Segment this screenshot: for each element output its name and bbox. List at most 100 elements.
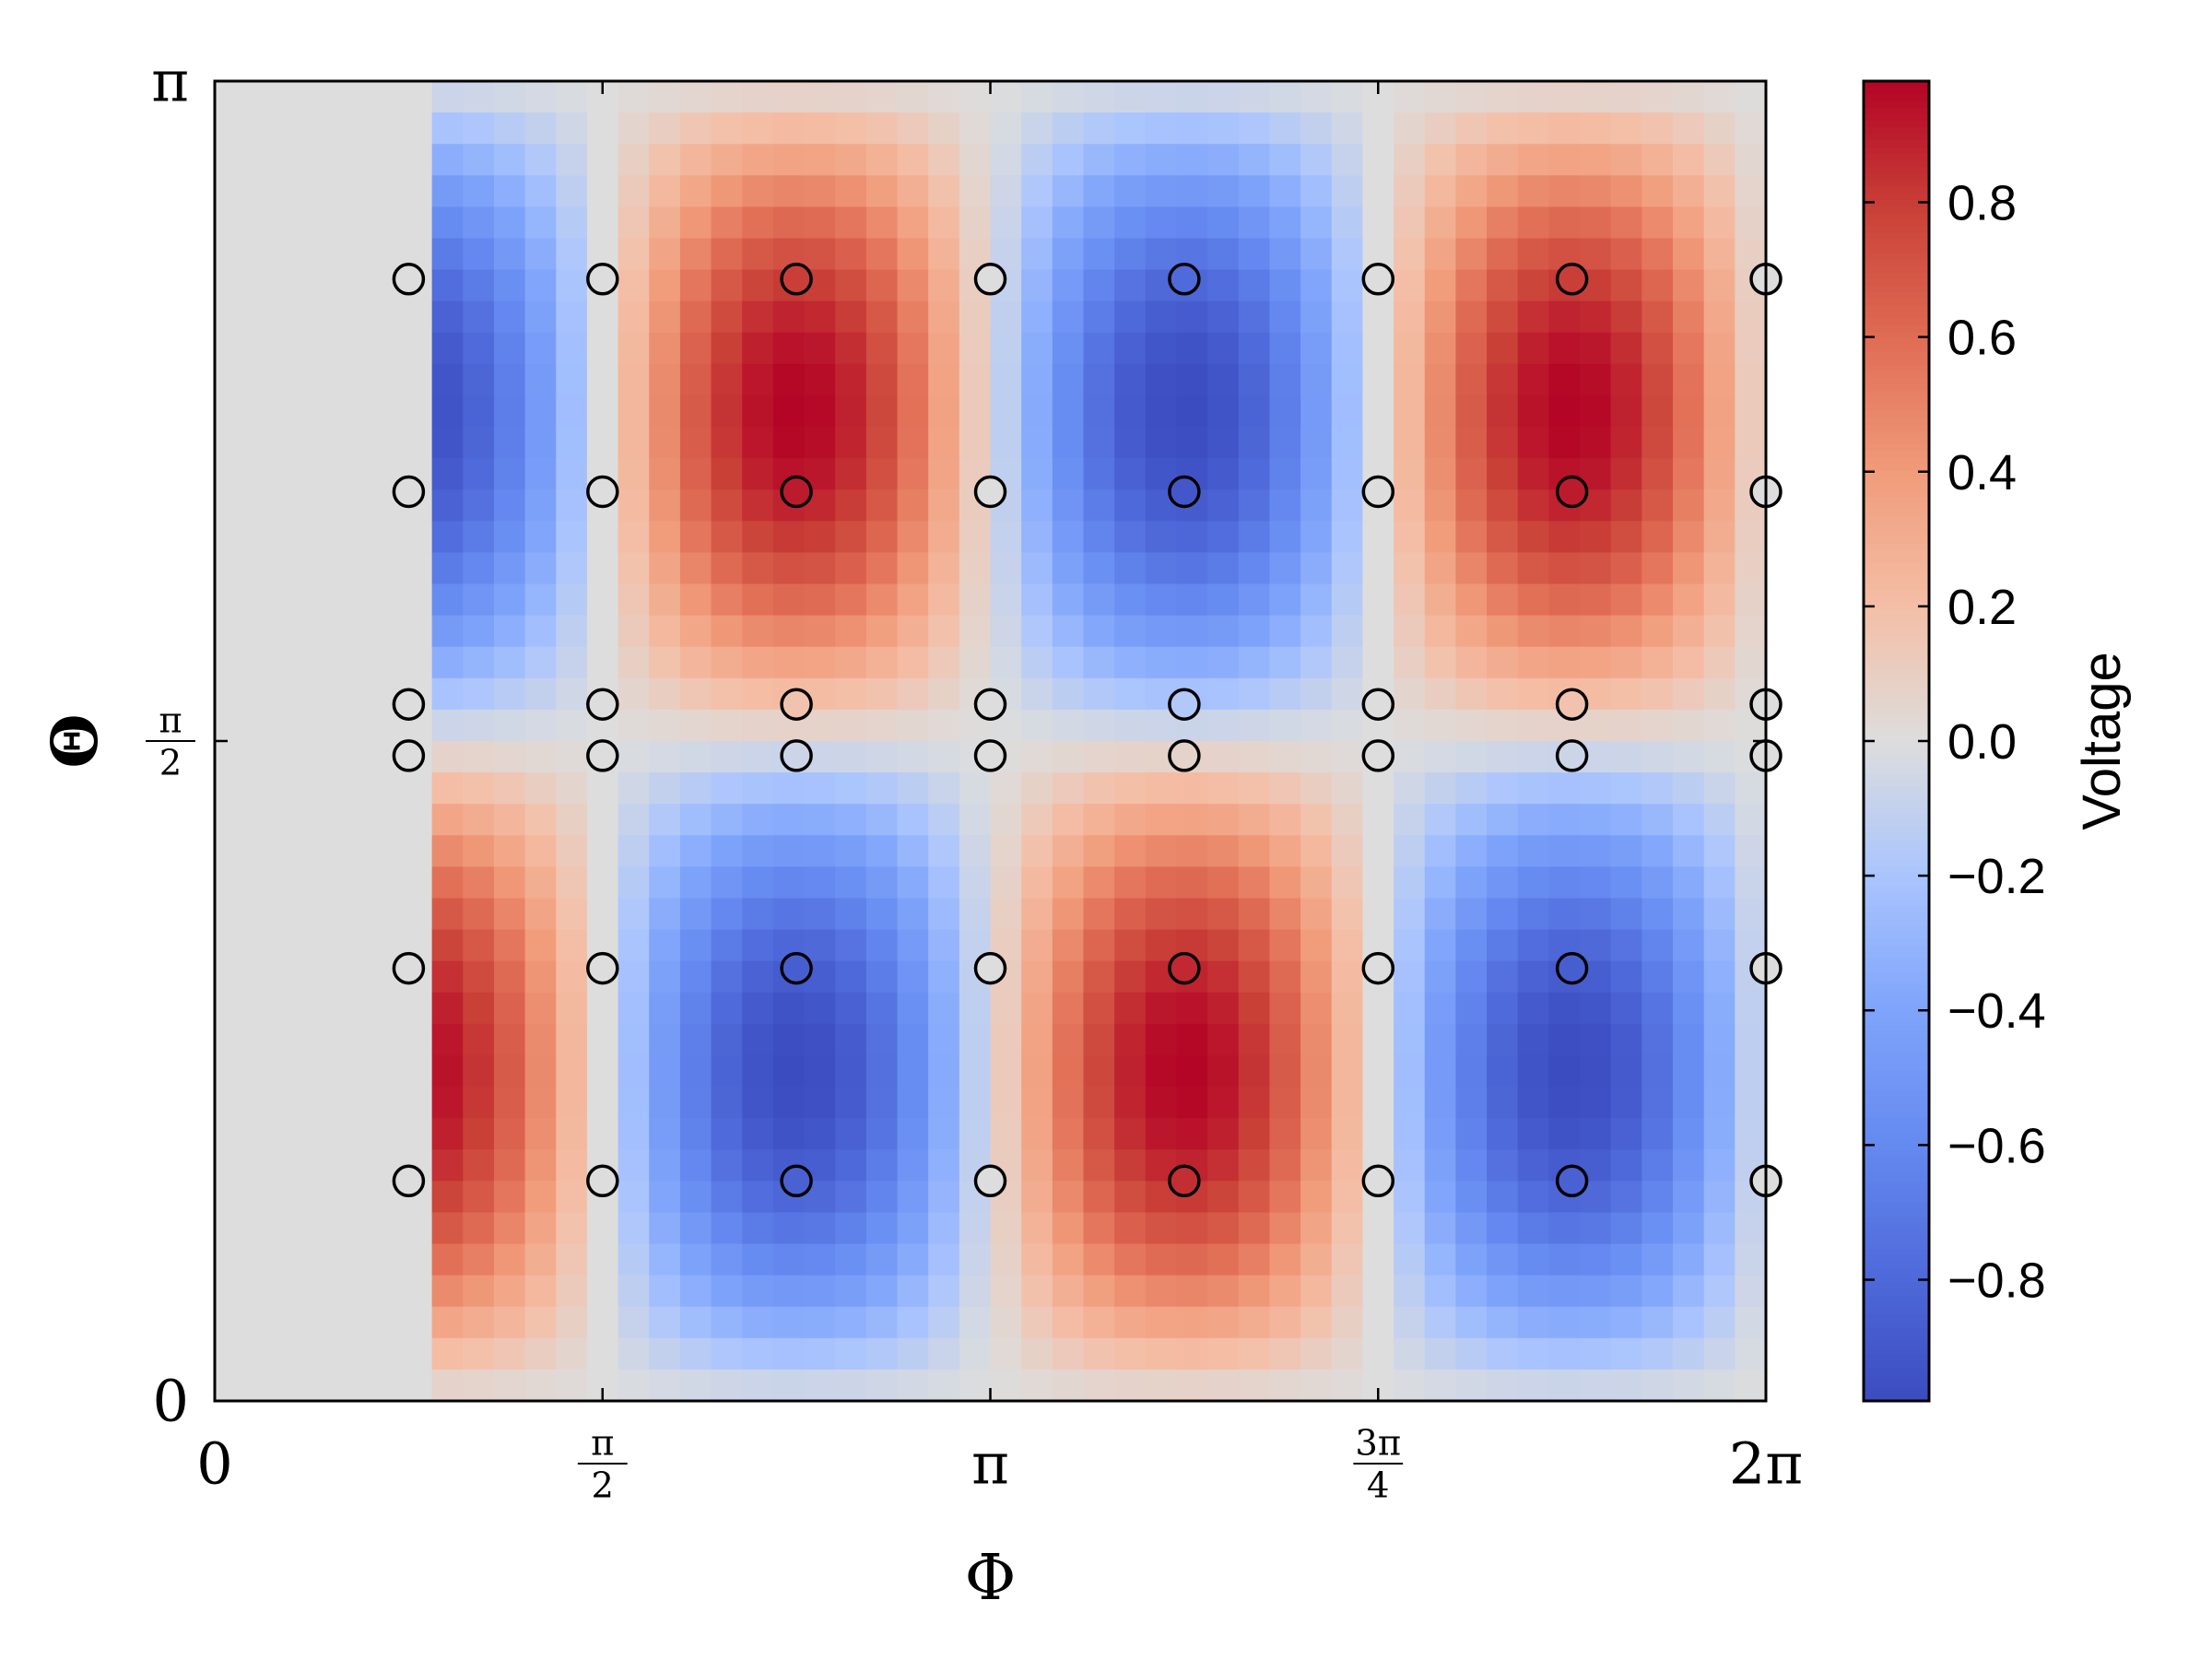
heatmap-cell bbox=[1580, 583, 1612, 617]
heatmap-cell bbox=[1083, 741, 1115, 773]
heatmap-cell bbox=[990, 332, 1022, 365]
heatmap-cell bbox=[1641, 929, 1674, 962]
heatmap-cell bbox=[1641, 677, 1674, 711]
heatmap-cell bbox=[1052, 206, 1085, 240]
heatmap-cell bbox=[1580, 1306, 1612, 1339]
heatmap-cell bbox=[679, 1337, 712, 1371]
heatmap-cell bbox=[1548, 1337, 1581, 1371]
heatmap-cell bbox=[431, 427, 465, 459]
heatmap-cell bbox=[1580, 1118, 1612, 1151]
heatmap-cell bbox=[772, 427, 806, 459]
heatmap-cell bbox=[959, 552, 992, 585]
heatmap-cell bbox=[215, 709, 247, 742]
heatmap-cell bbox=[742, 269, 774, 302]
heatmap-cell bbox=[1703, 458, 1736, 491]
heatmap-cell bbox=[1052, 269, 1085, 302]
heatmap-cell bbox=[679, 144, 712, 177]
heatmap-cell bbox=[1703, 1054, 1736, 1088]
heatmap-cell bbox=[586, 898, 619, 931]
heatmap-cell bbox=[431, 269, 465, 302]
heatmap-cell bbox=[1269, 677, 1301, 711]
heatmap-cell bbox=[711, 1087, 744, 1119]
colorbar-segment bbox=[1864, 180, 1929, 188]
colorbar-tick-label: 0.4 bbox=[1947, 445, 2017, 500]
heatmap-cell bbox=[463, 1118, 495, 1151]
heatmap-cell bbox=[1114, 1054, 1147, 1088]
heatmap-cell bbox=[649, 1118, 681, 1151]
heatmap-cell bbox=[1487, 489, 1519, 523]
heatmap-cell bbox=[990, 112, 1022, 145]
heatmap-cell bbox=[1238, 458, 1271, 491]
heatmap-cell bbox=[1394, 81, 1426, 113]
heatmap-cell bbox=[1362, 175, 1394, 208]
heatmap-cell bbox=[1114, 709, 1147, 742]
heatmap-cell bbox=[307, 427, 340, 459]
heatmap-cell bbox=[990, 866, 1022, 900]
heatmap-cell bbox=[679, 1369, 712, 1402]
heatmap-cell bbox=[959, 1306, 992, 1339]
colorbar-segment bbox=[1864, 391, 1929, 399]
heatmap-cell bbox=[276, 144, 309, 177]
heatmap-cell bbox=[1052, 804, 1085, 837]
heatmap-cell bbox=[1114, 615, 1147, 648]
heatmap-cell bbox=[245, 804, 278, 837]
heatmap-cell bbox=[990, 1087, 1022, 1119]
heatmap-cell bbox=[649, 1023, 681, 1056]
heatmap-cells bbox=[215, 81, 1767, 1402]
heatmap-cell bbox=[649, 1243, 681, 1277]
colorbar-segment bbox=[1864, 167, 1929, 175]
heatmap-cell bbox=[618, 1023, 651, 1056]
heatmap-cell bbox=[1610, 709, 1643, 742]
heatmap-cell bbox=[245, 458, 278, 491]
heatmap-cell bbox=[1176, 615, 1208, 648]
colorbar-segment bbox=[1864, 806, 1929, 815]
colorbar-segment bbox=[1864, 721, 1929, 729]
heatmap-cell bbox=[772, 112, 806, 145]
heatmap-cell bbox=[1114, 427, 1147, 459]
heatmap-cell bbox=[245, 1118, 278, 1151]
heatmap-cell bbox=[772, 1306, 806, 1339]
heatmap-cell bbox=[1735, 1275, 1767, 1308]
heatmap-cell bbox=[1394, 866, 1426, 900]
heatmap-cell bbox=[245, 1212, 278, 1245]
heatmap-cell bbox=[649, 238, 681, 271]
heatmap-cell bbox=[1269, 175, 1301, 208]
heatmap-cell bbox=[928, 1149, 960, 1182]
colorbar-segment bbox=[1864, 173, 1929, 182]
heatmap-cell bbox=[1517, 835, 1550, 868]
tick-label-denominator: 2 bbox=[592, 1465, 614, 1507]
heatmap-cell bbox=[742, 1243, 774, 1277]
heatmap-cell bbox=[1114, 552, 1147, 585]
heatmap-cell bbox=[1673, 552, 1705, 585]
heatmap-cell bbox=[1207, 741, 1240, 773]
sensor-marker bbox=[1555, 263, 1589, 296]
colorbar-segment bbox=[1864, 345, 1929, 353]
heatmap-cell bbox=[1362, 112, 1394, 145]
heatmap-cell bbox=[1331, 929, 1364, 962]
heatmap-cell bbox=[215, 898, 247, 931]
heatmap-cell bbox=[1145, 866, 1178, 900]
heatmap-cell bbox=[1269, 1306, 1301, 1339]
colorbar-segment bbox=[1864, 543, 1929, 551]
heatmap-cell bbox=[1269, 112, 1301, 145]
heatmap-cell bbox=[400, 646, 433, 679]
heatmap-cell bbox=[897, 1369, 929, 1402]
heatmap-cell bbox=[463, 615, 495, 648]
heatmap-cell bbox=[865, 238, 899, 271]
heatmap-cell bbox=[1673, 112, 1705, 145]
heatmap-cell bbox=[1610, 394, 1643, 428]
heatmap-cell bbox=[772, 1054, 806, 1088]
heatmap-cell bbox=[1238, 1275, 1271, 1308]
heatmap-cell bbox=[1362, 1212, 1394, 1245]
heatmap-cell bbox=[1455, 269, 1488, 302]
heatmap-cell bbox=[649, 300, 681, 334]
heatmap-cell bbox=[400, 615, 433, 648]
heatmap-cell bbox=[1610, 1212, 1643, 1245]
heatmap-cell bbox=[865, 898, 899, 931]
heatmap-cell bbox=[618, 1337, 651, 1371]
heatmap-cell bbox=[1114, 898, 1147, 931]
heatmap-cell bbox=[865, 835, 899, 868]
sensor-marker bbox=[392, 1164, 426, 1198]
heatmap-cell bbox=[1052, 709, 1085, 742]
heatmap-cell bbox=[1052, 427, 1085, 459]
